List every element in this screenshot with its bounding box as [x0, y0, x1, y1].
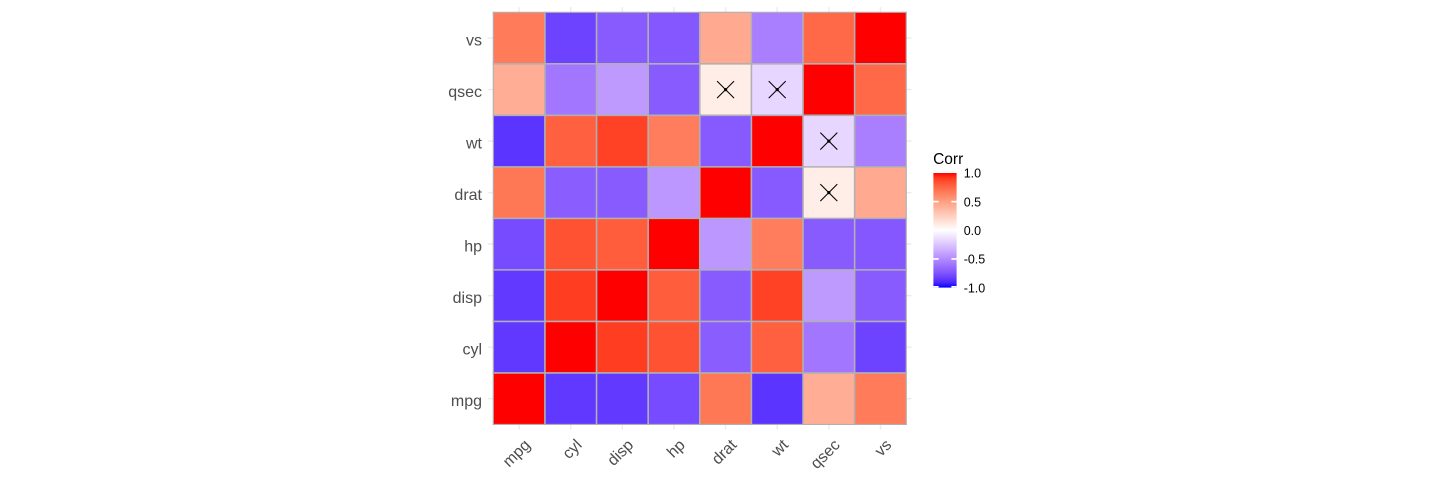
svg-text:qsec: qsec	[448, 84, 482, 101]
svg-text:-1.0: -1.0	[964, 281, 986, 295]
svg-text:1.0: 1.0	[964, 167, 981, 181]
svg-text:qsec: qsec	[808, 437, 844, 473]
svg-text:drat: drat	[709, 436, 741, 468]
svg-text:wt: wt	[465, 135, 483, 152]
svg-text:hp: hp	[464, 238, 482, 255]
svg-text:-0.5: -0.5	[964, 253, 986, 267]
svg-text:mpg: mpg	[500, 437, 534, 471]
svg-text:disp: disp	[453, 290, 482, 307]
svg-text:0.0: 0.0	[964, 224, 981, 238]
svg-text:mpg: mpg	[451, 393, 482, 410]
svg-text:wt: wt	[768, 436, 792, 460]
svg-text:cyl: cyl	[462, 341, 482, 358]
svg-text:cyl: cyl	[560, 437, 586, 463]
svg-text:0.5: 0.5	[964, 195, 981, 209]
svg-text:vs: vs	[872, 437, 895, 460]
svg-text:drat: drat	[454, 187, 482, 204]
svg-text:Corr: Corr	[933, 151, 963, 168]
svg-text:disp: disp	[604, 437, 637, 470]
svg-text:vs: vs	[466, 32, 482, 49]
svg-text:hp: hp	[664, 437, 689, 462]
